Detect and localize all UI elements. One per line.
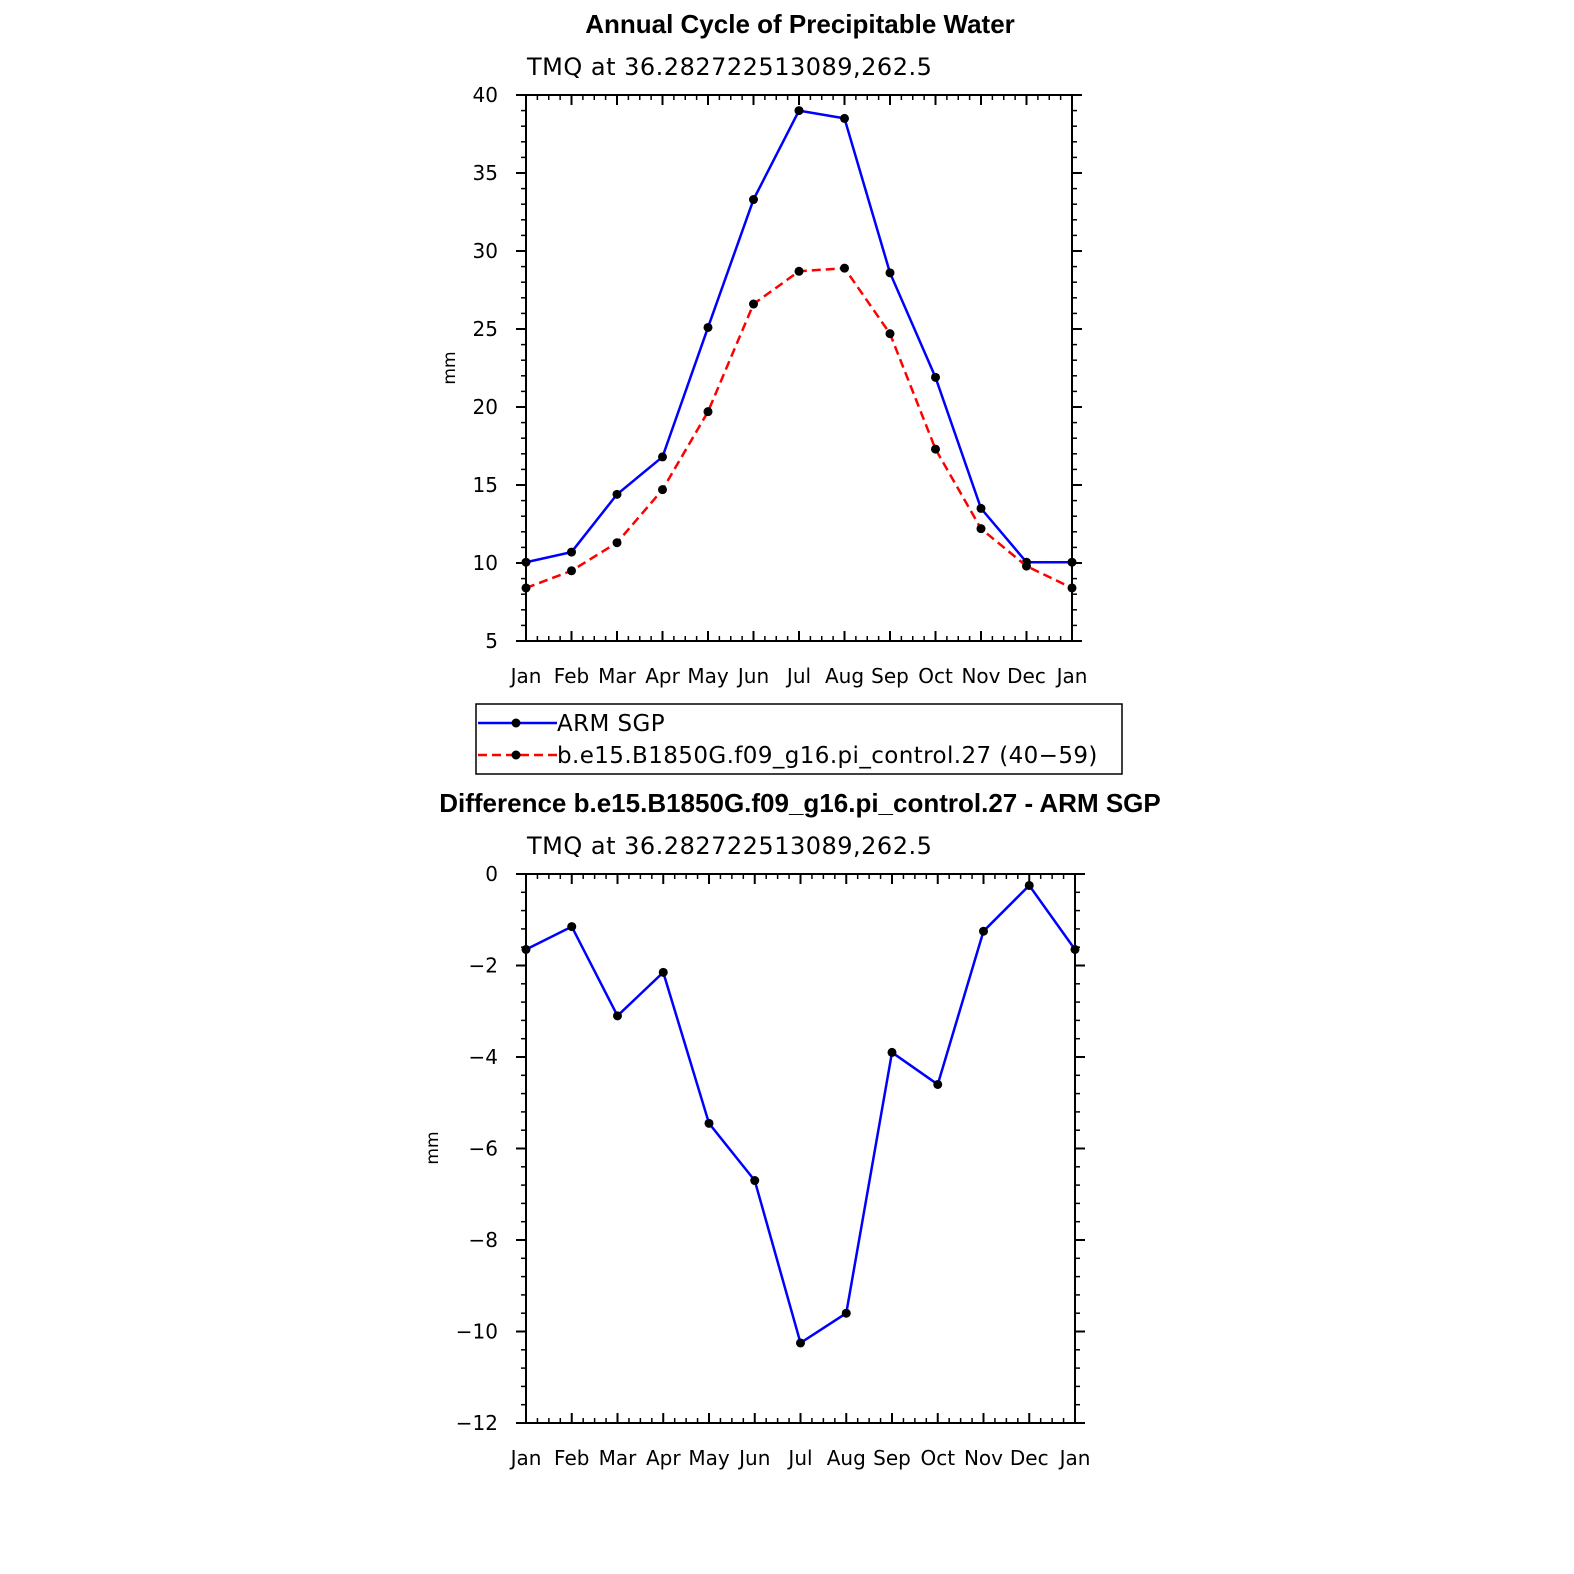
chart-bottom-y-tick-label: −10 bbox=[456, 1320, 498, 1344]
chart-bottom-data-point bbox=[796, 1338, 805, 1348]
chart-bottom-x-tick-label: Dec bbox=[1010, 1446, 1049, 1470]
chart-bottom-x-tick-label: Oct bbox=[920, 1446, 955, 1470]
chart-bottom-data-point bbox=[841, 1308, 851, 1318]
chart-top-y-tick-label: 15 bbox=[473, 473, 498, 497]
chart-top-data-point bbox=[612, 489, 622, 499]
chart-bottom-y-tick-label: −8 bbox=[469, 1228, 498, 1252]
legend-box bbox=[475, 703, 1123, 775]
chart-top-x-tick-label: Feb bbox=[554, 664, 589, 688]
chart-top-y-axis-label: mm bbox=[440, 351, 460, 384]
chart-bottom-data-point bbox=[658, 967, 668, 977]
chart-top-data-point bbox=[658, 452, 667, 462]
chart-bottom-series bbox=[521, 880, 1080, 1348]
chart-bottom-subtitle: TMQ at 36.282722513089,262.5 bbox=[526, 832, 932, 860]
chart-top-x-tick-label: Jan bbox=[1055, 664, 1088, 688]
chart-bottom-series-line-0 bbox=[525, 883, 1077, 1345]
chart-top-data-point bbox=[931, 444, 940, 454]
chart-top-x-tick-label: Jan bbox=[509, 664, 542, 688]
chart-top-data-point bbox=[840, 113, 849, 123]
chart-bottom-x-tick-label: Jul bbox=[786, 1446, 812, 1470]
chart-bottom-y-tick-label: −4 bbox=[469, 1045, 498, 1069]
chart-top-data-point bbox=[567, 566, 576, 576]
chart-bottom-data-point bbox=[979, 926, 988, 936]
chart-bottom-data-point bbox=[567, 922, 577, 932]
chart-bottom-plot-frame bbox=[525, 873, 1076, 1424]
chart-bottom-y-tick-label: −12 bbox=[456, 1411, 498, 1435]
chart-top-series-line-1 bbox=[525, 266, 1073, 590]
chart-top-data-point bbox=[794, 266, 804, 276]
chart-bottom-x-tick-label: May bbox=[688, 1446, 730, 1470]
chart-top-data-point bbox=[749, 299, 758, 309]
chart-top-x-tick-label: Nov bbox=[961, 664, 1000, 688]
chart-bottom-data-point bbox=[887, 1047, 897, 1057]
chart-top-data-point bbox=[1022, 561, 1031, 571]
chart-top-x-tick-label: Aug bbox=[825, 664, 864, 688]
legend-label-model: b.e15.B1850G.f09_g16.pi_control.27 (40−5… bbox=[557, 743, 1098, 769]
chart-bottom-x-tick-label: Jan bbox=[1058, 1446, 1091, 1470]
chart-top-axis-ticks: Jan Feb Mar Apr May Jun Jul Aug Sep Oct Nov Dec Jan 5… bbox=[473, 83, 1088, 688]
chart-bottom: Difference b.e15.B1850G.f09_g16.pi_contr… bbox=[423, 788, 1161, 1470]
chart-top: Annual Cycle of Precipitable Water TMQ a… bbox=[440, 9, 1123, 775]
chart-bottom-x-tick-label: Aug bbox=[827, 1446, 866, 1470]
chart-top-y-tick-label: 10 bbox=[473, 551, 498, 575]
chart-bottom-y-axis-label: mm bbox=[423, 1131, 443, 1164]
chart-bottom-x-tick-label: Nov bbox=[964, 1446, 1003, 1470]
chart-top-title: Annual Cycle of Precipitable Water bbox=[585, 9, 1015, 39]
chart-bottom-y-tick-label: −6 bbox=[469, 1137, 498, 1161]
chart-top-data-point bbox=[885, 268, 895, 278]
chart-top-data-point bbox=[567, 547, 576, 557]
chart-bottom-data-point bbox=[1024, 880, 1034, 890]
legend-marker-model bbox=[511, 750, 521, 760]
chart-top-y-tick-label: 25 bbox=[473, 317, 498, 341]
chart-top-data-point bbox=[612, 538, 622, 548]
chart-top-x-tick-label: Jul bbox=[785, 664, 811, 688]
chart-top-x-tick-label: May bbox=[687, 664, 729, 688]
chart-top-subtitle: TMQ at 36.282722513089,262.5 bbox=[526, 53, 932, 81]
chart-bottom-data-point bbox=[750, 1176, 760, 1186]
chart-top-data-point bbox=[794, 106, 804, 116]
chart-top-y-tick-label: 30 bbox=[473, 239, 498, 263]
chart-bottom-x-tick-label: Sep bbox=[873, 1446, 911, 1470]
chart-bottom-data-point bbox=[613, 1011, 622, 1021]
chart-top-data-point bbox=[931, 372, 940, 382]
chart-top-x-tick-label: Sep bbox=[871, 664, 909, 688]
chart-bottom-data-point bbox=[933, 1079, 943, 1089]
chart-top-x-tick-label: Mar bbox=[598, 664, 637, 688]
chart-bottom-x-tick-label: Mar bbox=[599, 1446, 638, 1470]
chart-top-x-tick-label: Jun bbox=[736, 664, 769, 688]
chart-bottom-x-tick-label: Feb bbox=[554, 1446, 589, 1470]
chart-top-legend: ARM SGP b.e15.B1850G.f09_g16.pi_control.… bbox=[475, 703, 1123, 775]
chart-top-plot-frame bbox=[525, 94, 1073, 642]
chart-top-data-point bbox=[658, 485, 667, 495]
chart-top-y-tick-label: 35 bbox=[473, 161, 498, 185]
chart-bottom-axis-ticks: Jan Feb Mar Apr May Jun Jul Aug Sep Oct Nov Dec Jan 0… bbox=[456, 862, 1091, 1470]
legend-label-arm-sgp: ARM SGP bbox=[557, 711, 665, 737]
chart-top-data-point bbox=[976, 524, 986, 534]
chart-top-x-tick-label: Dec bbox=[1007, 664, 1046, 688]
chart-top-data-point bbox=[885, 329, 895, 339]
chart-top-y-tick-label: 40 bbox=[473, 83, 498, 107]
chart-top-data-point bbox=[703, 322, 713, 332]
chart-bottom-y-tick-label: −2 bbox=[469, 954, 498, 978]
chart-bottom-x-tick-label: Apr bbox=[646, 1446, 681, 1470]
chart-top-data-point bbox=[749, 195, 758, 205]
chart-top-x-tick-label: Apr bbox=[645, 664, 680, 688]
chart-top-data-point bbox=[976, 503, 986, 513]
legend-marker-arm-sgp bbox=[511, 718, 521, 728]
chart-top-y-tick-label: 5 bbox=[485, 629, 498, 653]
chart-top-data-point bbox=[840, 263, 849, 273]
chart-bottom-data-point bbox=[704, 1118, 714, 1128]
chart-top-x-tick-label: Oct bbox=[918, 664, 953, 688]
chart-bottom-x-tick-label: Jun bbox=[737, 1446, 770, 1470]
chart-bottom-title: Difference b.e15.B1850G.f09_g16.pi_contr… bbox=[439, 788, 1161, 818]
chart-top-y-tick-label: 20 bbox=[473, 395, 498, 419]
chart-top-series bbox=[521, 106, 1077, 593]
chart-top-series-line-0 bbox=[525, 109, 1072, 564]
chart-top-data-point bbox=[703, 407, 713, 417]
chart-bottom-x-tick-label: Jan bbox=[509, 1446, 542, 1470]
chart-bottom-y-tick-label: 0 bbox=[485, 862, 498, 886]
